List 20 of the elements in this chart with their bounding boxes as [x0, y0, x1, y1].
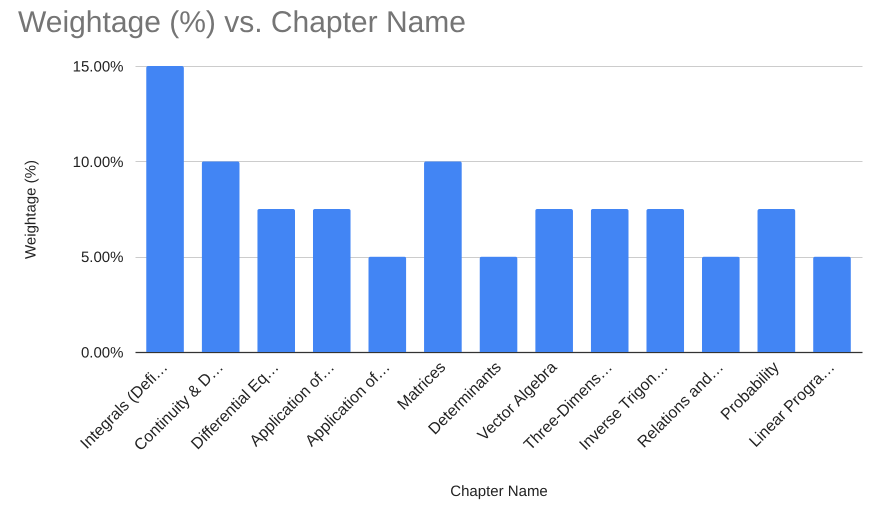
bar: [702, 256, 740, 352]
y-tick-label: 15.00%: [72, 58, 124, 76]
bar: [813, 256, 851, 352]
bar: [257, 209, 296, 352]
bar: [312, 209, 351, 352]
y-axis-title: Weightage (%): [22, 160, 40, 259]
bar: [646, 209, 684, 352]
x-axis-title: Chapter Name: [450, 482, 548, 500]
bar: [480, 256, 518, 352]
bar: [424, 161, 462, 352]
bar: [758, 209, 796, 352]
y-tick-label: 0.00%: [80, 344, 124, 362]
bar: [368, 256, 406, 352]
bar: [202, 161, 240, 352]
y-tick-label: 10.00%: [72, 154, 124, 171]
bar: [146, 66, 184, 352]
bar: [590, 209, 629, 352]
y-tick-label: 5.00%: [80, 249, 124, 266]
bar: [535, 209, 573, 352]
chart-title: Weightage (%) vs. Chapter Name: [18, 6, 466, 39]
